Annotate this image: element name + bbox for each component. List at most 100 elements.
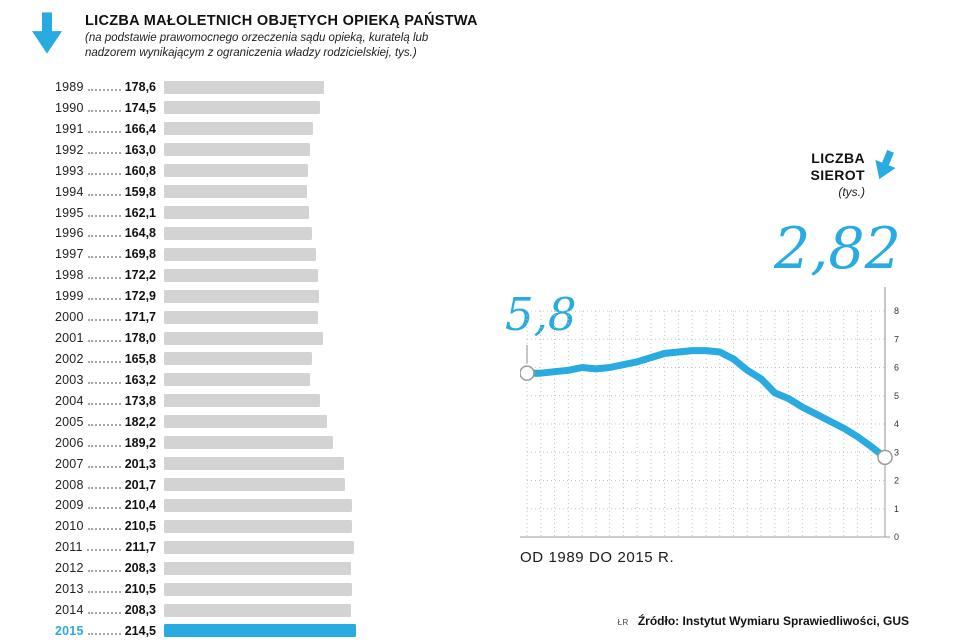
dotted-leader bbox=[87, 591, 121, 594]
bar bbox=[164, 247, 316, 261]
y-axis-tick-label: 1 bbox=[894, 504, 899, 514]
dotted-leader bbox=[87, 277, 121, 280]
down-arrow-icon bbox=[32, 12, 62, 59]
bar bbox=[164, 185, 307, 199]
value-label: 211,7 bbox=[125, 540, 156, 555]
bar bbox=[164, 373, 311, 387]
value-label: 178,6 bbox=[124, 80, 156, 94]
dotted-leader bbox=[87, 130, 121, 133]
bar-row: 1989 178,6 bbox=[55, 80, 475, 94]
bar bbox=[164, 561, 351, 575]
value-label: 201,3 bbox=[124, 456, 156, 471]
value-label: 169,8 bbox=[124, 247, 156, 262]
value-label: 210,5 bbox=[124, 582, 156, 597]
value-label: 163,2 bbox=[124, 372, 156, 387]
dotted-leader bbox=[87, 570, 121, 573]
value-label: 214,5 bbox=[124, 623, 156, 638]
year-label: 1997 bbox=[55, 247, 84, 262]
dotted-leader bbox=[87, 507, 121, 510]
y-axis-tick-label: 3 bbox=[894, 447, 899, 457]
year-label: 1999 bbox=[55, 289, 84, 304]
bar-row: 1991 166,4 bbox=[55, 122, 475, 136]
year-label: 2000 bbox=[55, 310, 84, 325]
bar-row: 1993 160,8 bbox=[55, 164, 475, 178]
bar-row: 1996 164,8 bbox=[55, 226, 475, 240]
dotted-leader bbox=[87, 528, 121, 531]
bar bbox=[164, 624, 356, 638]
year-label: 2011 bbox=[55, 540, 83, 555]
y-axis-tick-label: 6 bbox=[894, 363, 899, 373]
dotted-leader bbox=[87, 151, 121, 154]
y-axis-tick-label: 8 bbox=[894, 306, 899, 316]
value-label: 201,7 bbox=[124, 477, 156, 492]
bar-row-label: 2015 214,5 bbox=[55, 624, 156, 638]
bar-row: 2012 208,3 bbox=[55, 561, 475, 575]
value-label: 208,3 bbox=[124, 603, 156, 618]
bar-row: 2001 178,0 bbox=[55, 331, 475, 345]
bar bbox=[164, 436, 334, 450]
value-label: 164,8 bbox=[124, 226, 156, 241]
y-axis-tick-label: 7 bbox=[894, 334, 899, 344]
end-point-marker bbox=[877, 449, 893, 466]
dotted-leader bbox=[87, 193, 121, 196]
source-text: Źródło: Instytut Wymiaru Sprawiedliwości… bbox=[637, 614, 909, 628]
year-label: 2007 bbox=[55, 456, 84, 471]
bar-row-label: 2013 210,5 bbox=[55, 582, 156, 596]
value-label: 210,4 bbox=[124, 498, 156, 513]
bar-row-label: 2005 182,2 bbox=[55, 415, 156, 429]
bar-row: 2002 165,8 bbox=[55, 352, 475, 366]
bar bbox=[164, 143, 310, 157]
year-label: 2006 bbox=[55, 435, 84, 450]
value-label: 171,7 bbox=[124, 310, 156, 325]
bar-row-label: 2008 201,7 bbox=[55, 478, 156, 492]
bar bbox=[164, 80, 324, 94]
year-label: 1996 bbox=[55, 226, 84, 241]
bar-row-label: 2014 208,3 bbox=[55, 603, 156, 617]
bar bbox=[164, 415, 328, 429]
bar-row-label: 1999 172,9 bbox=[55, 289, 156, 303]
bar-row: 2007 201,3 bbox=[55, 457, 475, 471]
bar-row-label: 2012 208,3 bbox=[55, 561, 156, 575]
value-label: 163,0 bbox=[124, 142, 156, 157]
bar-row: 2004 173,8 bbox=[55, 394, 475, 408]
value-label: 182,2 bbox=[124, 414, 156, 429]
year-label: 2014 bbox=[55, 603, 84, 618]
dotted-leader bbox=[87, 381, 121, 384]
dotted-leader bbox=[87, 465, 121, 468]
dotted-leader bbox=[87, 340, 121, 343]
x-axis-caption: OD 1989 DO 2015 R. bbox=[520, 549, 675, 566]
bar-row-label: 2001 178,0 bbox=[55, 331, 156, 345]
line-chart: 0 1 2 3 4 5 6 7 8 bbox=[519, 240, 925, 565]
bar bbox=[164, 394, 320, 408]
bar-row-label: 2003 163,2 bbox=[55, 373, 156, 387]
bar-row-label: 1996 164,8 bbox=[55, 226, 156, 240]
bar-row-label: 1992 163,0 bbox=[55, 143, 156, 157]
bar-row-label: 1997 169,8 bbox=[55, 247, 156, 261]
start-point-marker bbox=[519, 365, 535, 381]
author-initials: ŁR bbox=[617, 618, 629, 627]
line-chart-title: LICZBA SIEROT (tys.) bbox=[760, 149, 896, 199]
bar-row-label: 2007 201,3 bbox=[55, 457, 156, 471]
dotted-leader bbox=[87, 172, 121, 175]
value-label: 160,8 bbox=[124, 163, 156, 178]
value-label: 166,4 bbox=[124, 121, 156, 136]
year-label: 1992 bbox=[55, 142, 84, 157]
dotted-leader bbox=[87, 444, 121, 447]
bar-row: 1994 159,8 bbox=[55, 185, 475, 199]
value-label: 189,2 bbox=[124, 435, 156, 450]
dotted-leader bbox=[87, 319, 121, 322]
bar-row-label: 2004 173,8 bbox=[55, 394, 156, 408]
bar-row-label: 2009 210,4 bbox=[55, 498, 156, 512]
year-label: 1998 bbox=[55, 268, 84, 283]
dotted-leader bbox=[87, 632, 121, 635]
year-label: 1995 bbox=[55, 205, 84, 220]
year-label: 1989 bbox=[55, 80, 84, 94]
value-label: 178,0 bbox=[124, 331, 156, 346]
dotted-leader bbox=[87, 402, 121, 405]
bar-row-label: 1989 178,6 bbox=[55, 80, 156, 94]
bar-row: 2015 214,5 bbox=[55, 624, 475, 638]
bar-row-label: 1998 172,2 bbox=[55, 268, 156, 282]
dotted-leader bbox=[87, 360, 121, 363]
dotted-leader bbox=[87, 214, 121, 217]
bar-row: 2006 189,2 bbox=[55, 436, 475, 450]
